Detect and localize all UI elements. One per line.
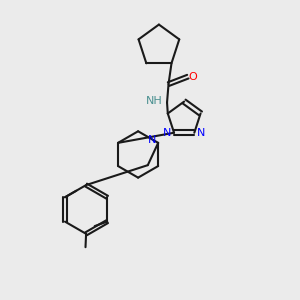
- Text: N: N: [148, 136, 156, 146]
- Text: N: N: [197, 128, 205, 138]
- Text: NH: NH: [146, 96, 163, 106]
- Text: N: N: [163, 128, 172, 138]
- Text: O: O: [189, 72, 198, 82]
